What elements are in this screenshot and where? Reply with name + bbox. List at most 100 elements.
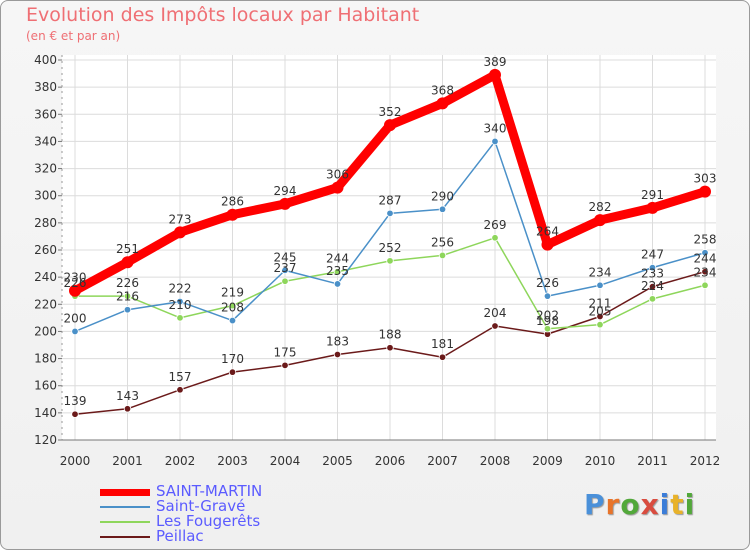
data-point-saint-grave — [491, 137, 499, 146]
data-point-les-fougerets — [333, 268, 342, 276]
data-point-peillac — [491, 322, 499, 330]
data-label-peillac: 139 — [64, 394, 87, 408]
data-point-saint-grave — [228, 316, 237, 325]
data-label-les-fougerets: 224 — [641, 279, 664, 293]
data-label-saint-grave: 235 — [326, 264, 349, 278]
y-tick-label: 380 — [34, 80, 57, 94]
x-tick-label: 2000 — [60, 454, 91, 468]
y-tick-label: 220 — [34, 297, 57, 311]
data-label-les-fougerets: 256 — [431, 235, 454, 249]
data-label-peillac: 204 — [484, 306, 507, 320]
data-point-saint-martin — [436, 97, 449, 110]
data-label-les-fougerets: 202 — [536, 309, 559, 323]
data-label-saint-martin: 294 — [274, 184, 297, 198]
data-point-saint-martin — [121, 256, 134, 269]
data-label-saint-martin: 352 — [379, 105, 402, 119]
data-label-les-fougerets: 219 — [221, 286, 244, 300]
data-label-saint-martin: 273 — [169, 212, 192, 226]
data-point-les-fougerets — [281, 277, 289, 285]
data-point-les-fougerets — [701, 281, 709, 289]
data-label-peillac: 181 — [431, 337, 454, 351]
data-point-saint-martin — [646, 201, 659, 214]
data-label-les-fougerets: 210 — [169, 298, 192, 312]
data-point-saint-grave — [123, 306, 132, 314]
data-point-saint-martin — [174, 226, 186, 239]
data-label-saint-grave: 222 — [169, 282, 192, 296]
data-point-saint-grave — [71, 327, 79, 336]
data-point-saint-grave — [648, 263, 657, 272]
data-point-les-fougerets — [176, 314, 184, 322]
data-label-saint-grave: 245 — [274, 250, 297, 264]
data-point-peillac — [386, 344, 394, 352]
data-label-saint-grave: 290 — [431, 189, 454, 203]
data-label-peillac: 143 — [116, 389, 139, 403]
data-point-saint-grave — [438, 205, 447, 213]
data-label-saint-grave: 208 — [221, 301, 244, 315]
y-tick-label: 340 — [34, 134, 57, 148]
x-tick-label: 2006 — [375, 454, 406, 468]
legend-label-peillac: Peillac — [156, 527, 204, 545]
data-point-les-fougerets — [386, 257, 394, 265]
data-label-les-fougerets: 237 — [274, 261, 297, 275]
data-point-peillac — [123, 405, 132, 413]
y-tick-label: 260 — [34, 243, 57, 257]
data-label-saint-grave: 216 — [116, 290, 139, 304]
data-label-saint-martin: 230 — [64, 271, 87, 285]
data-point-saint-grave — [701, 249, 709, 257]
y-tick-label: 240 — [34, 270, 57, 284]
data-point-peillac — [333, 350, 342, 359]
data-label-saint-martin: 389 — [484, 55, 507, 69]
data-point-les-fougerets — [228, 301, 237, 310]
data-point-peillac — [71, 410, 79, 418]
data-point-peillac — [648, 282, 657, 291]
y-tick-label: 280 — [34, 216, 57, 230]
x-tick-label: 2010 — [585, 454, 616, 468]
data-point-saint-grave — [281, 266, 289, 275]
data-point-peillac — [176, 386, 184, 394]
y-tick-label: 140 — [34, 406, 57, 420]
data-point-saint-martin — [489, 68, 501, 81]
y-tick-label: 360 — [34, 107, 57, 121]
data-label-les-fougerets: 244 — [326, 252, 349, 266]
data-label-saint-grave: 226 — [536, 276, 559, 290]
chart-title: Evolution des Impôts locaux par Habitant — [26, 4, 420, 26]
data-point-saint-martin — [331, 181, 344, 194]
x-tick-label: 2008 — [480, 454, 511, 468]
y-tick-label: 200 — [34, 324, 57, 338]
data-label-peillac: 175 — [274, 345, 297, 359]
data-label-peillac: 198 — [536, 314, 559, 328]
data-point-saint-martin — [594, 214, 606, 227]
data-label-saint-grave: 258 — [694, 233, 717, 247]
legend-swatch-saint-martin — [100, 489, 150, 496]
data-point-saint-grave — [176, 297, 184, 306]
data-label-saint-martin: 306 — [326, 168, 349, 182]
data-point-saint-grave — [596, 281, 604, 289]
data-label-peillac: 233 — [641, 267, 664, 281]
data-point-saint-martin — [69, 284, 81, 297]
data-point-saint-martin — [226, 208, 239, 221]
data-point-saint-grave — [333, 280, 342, 288]
x-tick-label: 2004 — [270, 454, 301, 468]
data-point-les-fougerets — [648, 295, 657, 303]
data-label-peillac: 170 — [221, 352, 244, 366]
data-label-peillac: 157 — [169, 370, 192, 384]
data-point-les-fougerets — [596, 320, 604, 329]
data-point-saint-grave — [386, 209, 394, 218]
data-label-saint-grave: 340 — [484, 121, 507, 135]
data-point-les-fougerets — [543, 325, 552, 333]
data-label-les-fougerets: 234 — [694, 265, 717, 279]
x-tick-label: 2005 — [322, 454, 353, 468]
chart-subtitle: (en € et par an) — [26, 29, 121, 43]
y-tick-label: 180 — [34, 352, 57, 366]
data-label-les-fougerets: 252 — [379, 241, 402, 255]
data-point-peillac — [438, 353, 447, 361]
data-label-saint-martin: 282 — [589, 200, 612, 214]
legend-swatch-les-fougerets — [100, 521, 150, 523]
y-tick-label: 400 — [34, 53, 57, 67]
y-tick-label: 160 — [34, 379, 57, 393]
data-label-saint-martin: 264 — [536, 225, 559, 239]
proxiti-logo: Proxiti — [584, 488, 696, 521]
data-label-saint-grave: 200 — [64, 311, 87, 325]
data-label-saint-martin: 291 — [641, 188, 664, 202]
legend-label-saint-grave: Saint-Gravé — [156, 497, 246, 515]
